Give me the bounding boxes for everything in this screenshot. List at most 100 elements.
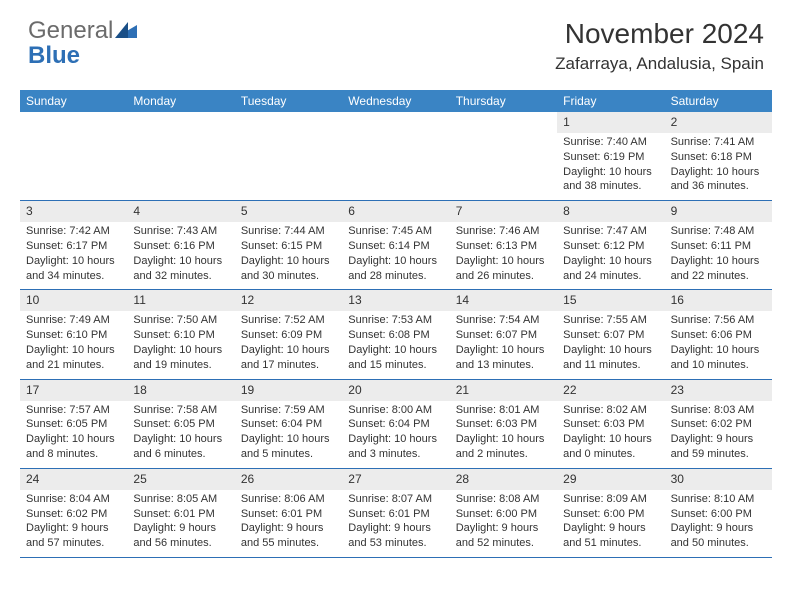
daylight-text: and 28 minutes. — [348, 269, 443, 284]
empty-day — [127, 112, 234, 200]
day-14: 14Sunrise: 7:54 AMSunset: 6:07 PMDayligh… — [450, 290, 557, 378]
day-number-bar: 29 — [557, 469, 664, 490]
week-row: 24Sunrise: 8:04 AMSunset: 6:02 PMDayligh… — [20, 469, 772, 558]
daylight-text: and 8 minutes. — [26, 447, 121, 462]
location: Zafarraya, Andalusia, Spain — [555, 54, 764, 74]
sunset-text: Sunset: 6:08 PM — [348, 328, 443, 343]
sunset-text: Sunset: 6:12 PM — [563, 239, 658, 254]
logo-text-general: General — [28, 17, 113, 44]
daylight-text: Daylight: 10 hours — [671, 254, 766, 269]
sunset-text: Sunset: 6:07 PM — [563, 328, 658, 343]
sunset-text: Sunset: 6:04 PM — [241, 417, 336, 432]
daylight-text: and 50 minutes. — [671, 536, 766, 551]
day-25: 25Sunrise: 8:05 AMSunset: 6:01 PMDayligh… — [127, 469, 234, 557]
day-number-bar: 30 — [665, 469, 772, 490]
day-number: 30 — [671, 472, 684, 486]
sunset-text: Sunset: 6:00 PM — [563, 507, 658, 522]
day-number-bar: 15 — [557, 290, 664, 311]
day-number: 23 — [671, 383, 684, 397]
day-number: 3 — [26, 204, 33, 218]
daylight-text: Daylight: 10 hours — [563, 432, 658, 447]
day-15: 15Sunrise: 7:55 AMSunset: 6:07 PMDayligh… — [557, 290, 664, 378]
sunset-text: Sunset: 6:00 PM — [671, 507, 766, 522]
day-number: 5 — [241, 204, 248, 218]
sunrise-text: Sunrise: 8:00 AM — [348, 403, 443, 418]
day-number-bar: 18 — [127, 380, 234, 401]
sunrise-text: Sunrise: 7:40 AM — [563, 135, 658, 150]
day-number: 27 — [348, 472, 361, 486]
daylight-text: and 6 minutes. — [133, 447, 228, 462]
daylight-text: Daylight: 9 hours — [241, 521, 336, 536]
sunset-text: Sunset: 6:10 PM — [26, 328, 121, 343]
sunrise-text: Sunrise: 8:10 AM — [671, 492, 766, 507]
daylight-text: Daylight: 9 hours — [671, 521, 766, 536]
day-number: 16 — [671, 293, 684, 307]
dow-thursday: Thursday — [450, 90, 557, 112]
day-number-bar: 6 — [342, 201, 449, 222]
sunrise-text: Sunrise: 7:52 AM — [241, 313, 336, 328]
sunset-text: Sunset: 6:13 PM — [456, 239, 551, 254]
day-3: 3Sunrise: 7:42 AMSunset: 6:17 PMDaylight… — [20, 201, 127, 289]
day-1: 1Sunrise: 7:40 AMSunset: 6:19 PMDaylight… — [557, 112, 664, 200]
sunset-text: Sunset: 6:04 PM — [348, 417, 443, 432]
daylight-text: Daylight: 9 hours — [671, 432, 766, 447]
day-number-bar: 8 — [557, 201, 664, 222]
logo-mark-icon — [115, 18, 137, 43]
header: GeneralBlue November 2024 Zafarraya, And… — [0, 0, 792, 82]
day-22: 22Sunrise: 8:02 AMSunset: 6:03 PMDayligh… — [557, 380, 664, 468]
sunrise-text: Sunrise: 7:57 AM — [26, 403, 121, 418]
dow-saturday: Saturday — [665, 90, 772, 112]
daylight-text: Daylight: 10 hours — [563, 165, 658, 180]
calendar: SundayMondayTuesdayWednesdayThursdayFrid… — [20, 90, 772, 558]
day-number: 10 — [26, 293, 39, 307]
day-10: 10Sunrise: 7:49 AMSunset: 6:10 PMDayligh… — [20, 290, 127, 378]
daylight-text: Daylight: 10 hours — [456, 432, 551, 447]
day-number: 2 — [671, 115, 678, 129]
day-9: 9Sunrise: 7:48 AMSunset: 6:11 PMDaylight… — [665, 201, 772, 289]
day-number-bar: 7 — [450, 201, 557, 222]
sunrise-text: Sunrise: 7:43 AM — [133, 224, 228, 239]
sunrise-text: Sunrise: 7:55 AM — [563, 313, 658, 328]
daylight-text: and 11 minutes. — [563, 358, 658, 373]
daylight-text: and 32 minutes. — [133, 269, 228, 284]
sunset-text: Sunset: 6:18 PM — [671, 150, 766, 165]
daylight-text: Daylight: 10 hours — [26, 343, 121, 358]
day-number: 8 — [563, 204, 570, 218]
sunset-text: Sunset: 6:01 PM — [348, 507, 443, 522]
daylight-text: Daylight: 10 hours — [133, 343, 228, 358]
daylight-text: and 56 minutes. — [133, 536, 228, 551]
day-24: 24Sunrise: 8:04 AMSunset: 6:02 PMDayligh… — [20, 469, 127, 557]
daylight-text: and 3 minutes. — [348, 447, 443, 462]
day-number: 15 — [563, 293, 576, 307]
day-7: 7Sunrise: 7:46 AMSunset: 6:13 PMDaylight… — [450, 201, 557, 289]
daylight-text: Daylight: 10 hours — [348, 343, 443, 358]
sunrise-text: Sunrise: 8:02 AM — [563, 403, 658, 418]
day-number: 26 — [241, 472, 254, 486]
dow-friday: Friday — [557, 90, 664, 112]
empty-day — [20, 112, 127, 200]
sunset-text: Sunset: 6:01 PM — [133, 507, 228, 522]
daylight-text: Daylight: 9 hours — [563, 521, 658, 536]
day-number-bar: 4 — [127, 201, 234, 222]
day-20: 20Sunrise: 8:00 AMSunset: 6:04 PMDayligh… — [342, 380, 449, 468]
day-23: 23Sunrise: 8:03 AMSunset: 6:02 PMDayligh… — [665, 380, 772, 468]
day-number-bar: 23 — [665, 380, 772, 401]
daylight-text: and 2 minutes. — [456, 447, 551, 462]
day-number: 11 — [133, 293, 145, 307]
logo-text-blue: Blue — [28, 42, 80, 69]
sunrise-text: Sunrise: 8:03 AM — [671, 403, 766, 418]
day-number-bar: 2 — [665, 112, 772, 133]
day-number-bar: 24 — [20, 469, 127, 490]
daylight-text: and 34 minutes. — [26, 269, 121, 284]
sunrise-text: Sunrise: 8:04 AM — [26, 492, 121, 507]
week-row: 1Sunrise: 7:40 AMSunset: 6:19 PMDaylight… — [20, 112, 772, 201]
sunrise-text: Sunrise: 8:05 AM — [133, 492, 228, 507]
sunset-text: Sunset: 6:19 PM — [563, 150, 658, 165]
day-number-bar: 5 — [235, 201, 342, 222]
month-title: November 2024 — [555, 18, 764, 50]
daylight-text: Daylight: 10 hours — [348, 432, 443, 447]
sunset-text: Sunset: 6:10 PM — [133, 328, 228, 343]
day-number-bar: 9 — [665, 201, 772, 222]
daylight-text: and 5 minutes. — [241, 447, 336, 462]
sunset-text: Sunset: 6:09 PM — [241, 328, 336, 343]
